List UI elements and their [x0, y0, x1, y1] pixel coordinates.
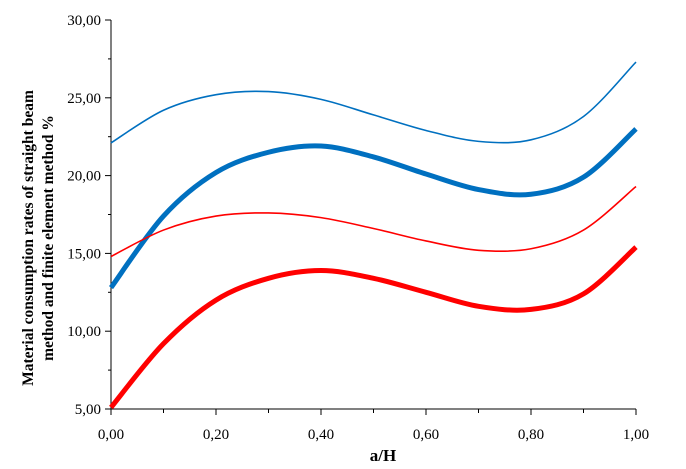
y-tick-label: 30,00	[67, 13, 101, 29]
x-tick-label: 1,00	[623, 427, 649, 443]
series-line-2	[108, 127, 638, 290]
y-axis-title-line-2: method and finite element method %	[40, 115, 57, 361]
series-line-4	[109, 245, 638, 410]
axes	[105, 19, 637, 415]
x-tick-label: 0,00	[98, 427, 124, 443]
y-axis-title: Material consumption rates of straight b…	[20, 90, 57, 386]
series-group	[108, 61, 638, 410]
series-line-1	[110, 61, 637, 144]
y-axis-title-line-1: Material consumption rates of straight b…	[20, 90, 37, 386]
y-tick-label: 5,00	[75, 402, 101, 418]
x-tick-label: 0,40	[308, 427, 334, 443]
x-tick-label: 0,60	[413, 427, 439, 443]
x-tick-label: 0,20	[203, 427, 229, 443]
y-tick-label: 25,00	[67, 91, 101, 107]
x-axis-title: a/H	[370, 446, 396, 465]
y-tick-label: 10,00	[67, 324, 101, 340]
x-tick-label: 0,80	[518, 427, 544, 443]
tick-labels: 5,00 10,00 15,00 20,00 25,00 30,00 0,00 0,20 0,4…	[67, 13, 649, 443]
y-tick-label: 15,00	[67, 246, 101, 262]
series-line-3	[110, 185, 637, 258]
y-tick-label: 20,00	[67, 169, 101, 185]
